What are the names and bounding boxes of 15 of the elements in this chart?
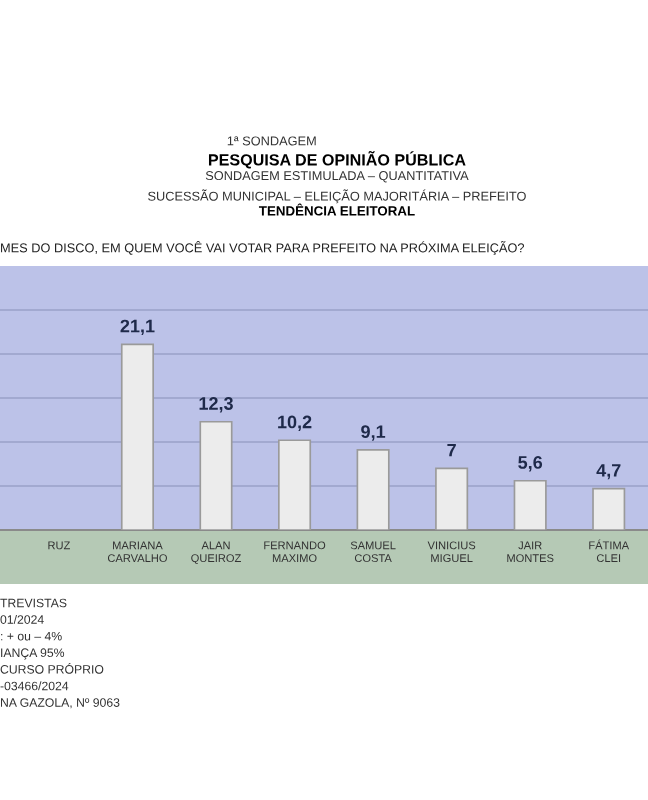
- data-label: 4,7: [596, 464, 621, 480]
- bar: [435, 467, 469, 530]
- data-label: 9,1: [361, 425, 386, 441]
- bar: [199, 420, 233, 530]
- data-label: 21,1: [120, 319, 155, 336]
- data-label: 10,2: [278, 415, 312, 431]
- data-label: 12,3: [199, 397, 233, 413]
- bar: [356, 449, 390, 530]
- chart-title: PESQUISA DE OPINIÃO PÚBLICA: [208, 151, 466, 169]
- data-label: 7: [447, 443, 456, 457]
- bar: [278, 439, 312, 530]
- data-label: 5,6: [518, 456, 543, 472]
- bar: [513, 479, 547, 530]
- bar: [592, 487, 626, 530]
- bar: [120, 343, 154, 530]
